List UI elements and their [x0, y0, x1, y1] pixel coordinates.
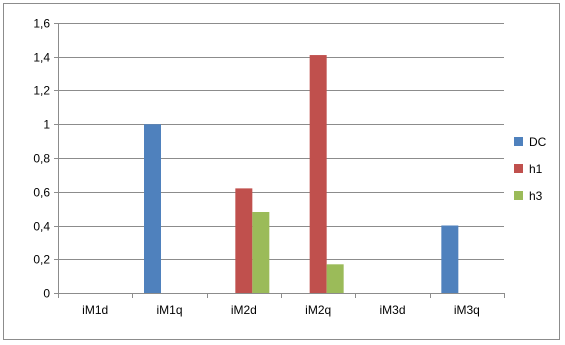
x-tick-label: iM2d	[231, 303, 257, 317]
y-tick-labels: 0 0,2 0,4 0,6 0,8 1 1,2 1,4 1,6	[33, 17, 50, 301]
x-tick-label: iM3q	[454, 303, 480, 317]
x-tick-label: iM1q	[156, 303, 182, 317]
bar-chart: 0 0,2 0,4 0,6 0,8 1 1,2 1,4 1,6 iM1d iM1q iM2d iM2q…	[33, 17, 547, 318]
x-tick-labels: iM1d iM1q iM2d iM2q iM3d iM3q	[82, 303, 480, 317]
bar-dc-im3q	[441, 225, 459, 293]
bar-dc-im1q	[144, 124, 161, 293]
legend-swatch-h3	[514, 191, 523, 200]
bars	[144, 55, 459, 293]
y-tick-label: 1,2	[33, 84, 50, 98]
y-tick-label: 0	[43, 287, 50, 301]
chart-frame: 0 0,2 0,4 0,6 0,8 1 1,2 1,4 1,6 iM1d iM1q iM2d iM2q…	[3, 3, 560, 340]
legend-label-h1: h1	[529, 162, 543, 176]
y-tick-label: 0,4	[33, 220, 50, 234]
legend-label-dc: DC	[529, 135, 547, 149]
legend: DC h1 h3	[514, 135, 547, 203]
legend-swatch-dc	[514, 137, 523, 146]
bar-h1-im2q	[309, 55, 327, 293]
legend-swatch-h1	[514, 164, 523, 173]
x-tick-label: iM2q	[305, 303, 331, 317]
bar-h3-im2d	[252, 212, 270, 293]
gridlines	[58, 23, 504, 260]
y-tick-label: 0,6	[33, 186, 50, 200]
y-tick-label: 1	[43, 118, 50, 132]
legend-label-h3: h3	[529, 189, 543, 203]
y-tick-label: 0,2	[33, 253, 50, 267]
x-tick-label: iM3d	[379, 303, 405, 317]
bar-h1-im2d	[235, 188, 253, 293]
y-tick-label: 1,6	[33, 17, 50, 31]
y-tick-label: 1,4	[33, 51, 50, 65]
x-tick-label: iM1d	[82, 303, 108, 317]
y-tick-label: 0,8	[33, 152, 50, 166]
axes	[54, 23, 505, 298]
bar-h3-im2q	[326, 264, 344, 293]
